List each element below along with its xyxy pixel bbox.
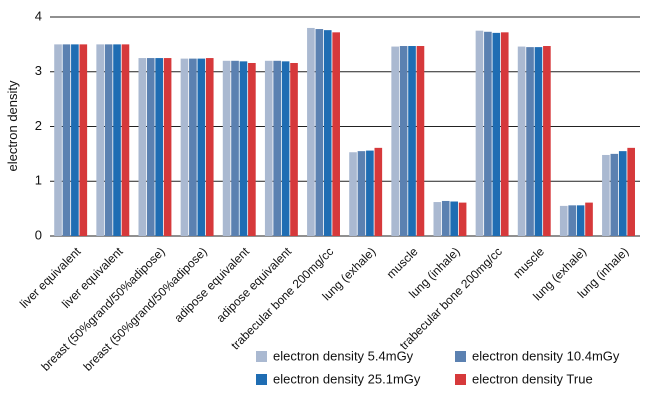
bar xyxy=(602,154,610,236)
bar xyxy=(323,30,332,236)
bar xyxy=(543,46,551,236)
legend-swatch xyxy=(455,374,466,385)
y-axis-title: electron density xyxy=(5,80,20,172)
bar xyxy=(568,205,576,236)
legend-label: electron density True xyxy=(472,371,593,386)
bar xyxy=(54,44,62,236)
bar xyxy=(484,31,492,236)
y-tick-label: 2 xyxy=(35,118,42,133)
bar xyxy=(281,61,290,236)
bar xyxy=(332,32,340,236)
bar xyxy=(290,62,298,236)
bar xyxy=(205,58,214,236)
bar xyxy=(458,202,467,236)
bar xyxy=(104,44,113,236)
bar xyxy=(374,147,383,236)
bar xyxy=(71,44,79,236)
bar xyxy=(366,150,374,236)
legend-label: electron density 25.1mGy xyxy=(273,371,421,386)
bar xyxy=(163,58,172,236)
bar xyxy=(121,44,130,236)
bar xyxy=(315,29,324,237)
bar xyxy=(155,58,163,236)
bar xyxy=(113,44,121,236)
bar xyxy=(559,205,568,236)
bar xyxy=(441,200,450,236)
bar xyxy=(576,205,585,236)
bar xyxy=(189,58,197,236)
bar xyxy=(146,58,155,236)
bar xyxy=(627,147,635,236)
bar xyxy=(231,60,239,236)
x-tick-label: adipose equivalent xyxy=(171,244,252,325)
bar xyxy=(248,62,256,236)
bar xyxy=(526,47,534,236)
bar xyxy=(408,46,416,236)
y-tick-label: 0 xyxy=(35,227,42,242)
x-tick-label: muscle xyxy=(384,244,421,281)
x-tick-label: adipose equivalent xyxy=(213,244,294,325)
y-tick-label: 4 xyxy=(35,8,42,23)
y-tick-label: 3 xyxy=(35,63,42,78)
bar xyxy=(62,44,71,236)
bar xyxy=(534,47,543,236)
bar xyxy=(391,46,399,236)
bar xyxy=(433,202,442,236)
bar xyxy=(399,46,408,236)
bar xyxy=(197,58,206,236)
legend-label: electron density 5.4mGy xyxy=(273,348,414,363)
bar xyxy=(239,61,248,236)
bar xyxy=(585,202,593,236)
bar xyxy=(264,60,273,236)
bar xyxy=(450,201,458,236)
legend-swatch xyxy=(256,351,267,362)
bar xyxy=(222,60,231,236)
bar xyxy=(180,58,189,236)
bar xyxy=(357,151,366,236)
bar xyxy=(475,30,484,236)
bar xyxy=(610,153,619,236)
bar xyxy=(96,44,104,236)
legend-swatch xyxy=(256,374,267,385)
bar xyxy=(416,46,425,236)
bar xyxy=(492,32,501,236)
bar xyxy=(79,44,88,236)
bar xyxy=(138,58,147,236)
bar xyxy=(273,60,281,236)
legend-swatch xyxy=(455,351,466,362)
bar xyxy=(517,46,526,236)
bar xyxy=(307,27,315,237)
y-tick-label: 1 xyxy=(35,173,42,188)
bar xyxy=(349,152,357,236)
x-tick-label: muscle xyxy=(510,244,547,281)
legend-label: electron density 10.4mGy xyxy=(472,348,620,363)
bar xyxy=(618,151,627,236)
bar xyxy=(500,32,509,236)
